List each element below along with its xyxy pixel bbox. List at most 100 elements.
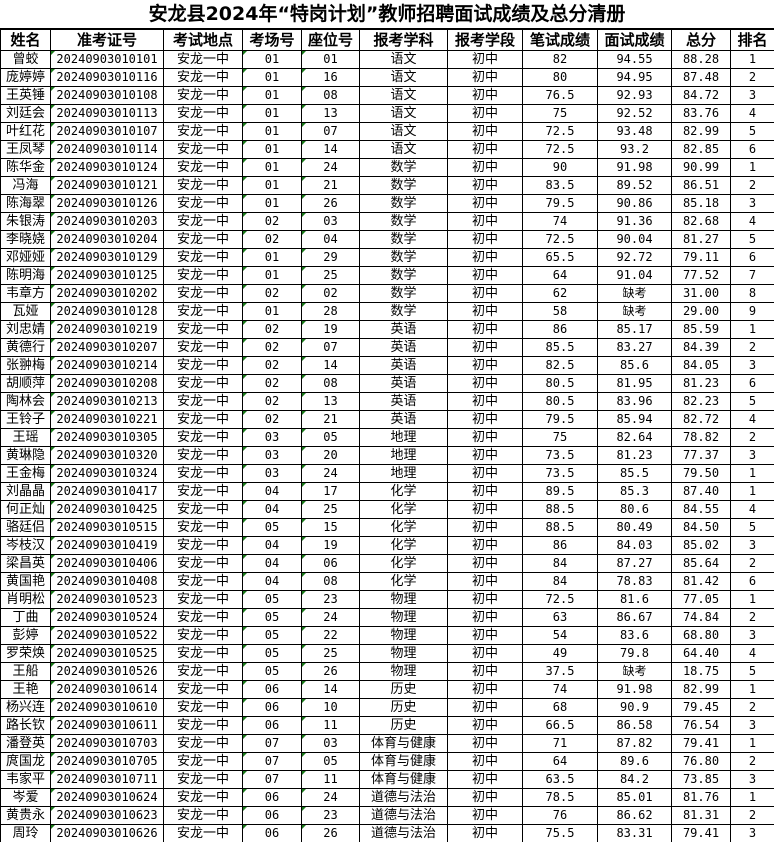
cell-exam-id[interactable]: 20240903010125 [50,266,164,285]
cell-level[interactable]: 初中 [447,392,523,411]
cell-rank[interactable]: 4 [730,644,774,663]
cell-level[interactable]: 初中 [447,230,523,249]
cell-rank[interactable]: 1 [730,158,774,177]
cell-subject[interactable]: 化学 [359,536,448,555]
cell-rank[interactable]: 3 [730,716,774,735]
cell-room[interactable]: 01 [242,86,302,105]
cell-rank[interactable]: 5 [730,662,774,681]
cell-written-score[interactable]: 82 [522,50,598,69]
cell-level[interactable]: 初中 [447,428,523,447]
cell-room[interactable]: 03 [242,464,302,483]
cell-interview-score[interactable]: 78.83 [597,572,672,591]
cell-total-score[interactable]: 84.50 [671,518,731,537]
cell-seat[interactable]: 10 [301,698,360,717]
cell-exam-id[interactable]: 20240903010425 [50,500,164,519]
cell-name[interactable]: 叶红花 [0,122,51,141]
cell-seat[interactable]: 17 [301,482,360,501]
cell-seat[interactable]: 05 [301,752,360,771]
cell-seat[interactable]: 08 [301,572,360,591]
cell-seat[interactable]: 26 [301,824,360,842]
cell-interview-score[interactable]: 85.3 [597,482,672,501]
cell-total-score[interactable]: 82.99 [671,680,731,699]
cell-seat[interactable]: 11 [301,770,360,789]
cell-written-score[interactable]: 64 [522,752,598,771]
cell-location[interactable]: 安龙一中 [163,518,243,537]
cell-name[interactable]: 韦家平 [0,770,51,789]
cell-exam-id[interactable]: 20240903010219 [50,320,164,339]
cell-level[interactable]: 初中 [447,770,523,789]
cell-written-score[interactable]: 54 [522,626,598,645]
cell-written-score[interactable]: 88.5 [522,500,598,519]
cell-level[interactable]: 初中 [447,608,523,627]
cell-total-score[interactable]: 85.59 [671,320,731,339]
cell-exam-id[interactable]: 20240903010114 [50,140,164,159]
cell-total-score[interactable]: 86.51 [671,176,731,195]
cell-location[interactable]: 安龙一中 [163,248,243,267]
cell-exam-id[interactable]: 20240903010523 [50,590,164,609]
cell-interview-score[interactable]: 92.72 [597,248,672,267]
cell-rank[interactable]: 3 [730,86,774,105]
cell-written-score[interactable]: 72.5 [522,122,598,141]
cell-room[interactable]: 05 [242,608,302,627]
cell-rank[interactable]: 1 [730,482,774,501]
cell-total-score[interactable]: 79.45 [671,698,731,717]
cell-interview-score[interactable]: 92.93 [597,86,672,105]
cell-total-score[interactable]: 82.85 [671,140,731,159]
cell-exam-id[interactable]: 20240903010522 [50,626,164,645]
cell-seat[interactable]: 21 [301,410,360,429]
cell-total-score[interactable]: 73.85 [671,770,731,789]
cell-location[interactable]: 安龙一中 [163,230,243,249]
cell-subject[interactable]: 历史 [359,680,448,699]
cell-seat[interactable]: 06 [301,554,360,573]
cell-rank[interactable]: 2 [730,608,774,627]
cell-exam-id[interactable]: 20240903010610 [50,698,164,717]
cell-exam-id[interactable]: 20240903010515 [50,518,164,537]
cell-name[interactable]: 李晓娆 [0,230,51,249]
cell-rank[interactable]: 2 [730,806,774,825]
cell-name[interactable]: 陈明海 [0,266,51,285]
cell-written-score[interactable]: 74 [522,212,598,231]
cell-room[interactable]: 05 [242,590,302,609]
cell-total-score[interactable]: 90.99 [671,158,731,177]
cell-exam-id[interactable]: 20240903010525 [50,644,164,663]
cell-seat[interactable]: 23 [301,590,360,609]
cell-location[interactable]: 安龙一中 [163,104,243,123]
cell-subject[interactable]: 数学 [359,302,448,321]
cell-interview-score[interactable]: 81.6 [597,590,672,609]
cell-exam-id[interactable]: 20240903010126 [50,194,164,213]
cell-written-score[interactable]: 73.5 [522,464,598,483]
cell-interview-score[interactable]: 80.6 [597,500,672,519]
cell-seat[interactable]: 07 [301,338,360,357]
cell-exam-id[interactable]: 20240903010107 [50,122,164,141]
cell-interview-score[interactable]: 85.17 [597,320,672,339]
cell-level[interactable]: 初中 [447,626,523,645]
cell-rank[interactable]: 3 [730,824,774,842]
cell-room[interactable]: 02 [242,320,302,339]
cell-seat[interactable]: 11 [301,716,360,735]
cell-written-score[interactable]: 75.5 [522,824,598,842]
cell-subject[interactable]: 地理 [359,428,448,447]
cell-rank[interactable]: 3 [730,626,774,645]
cell-subject[interactable]: 语文 [359,68,448,87]
cell-seat[interactable]: 26 [301,194,360,213]
cell-location[interactable]: 安龙一中 [163,122,243,141]
cell-seat[interactable]: 15 [301,518,360,537]
cell-name[interactable]: 梁昌英 [0,554,51,573]
cell-rank[interactable]: 2 [730,698,774,717]
cell-room[interactable]: 04 [242,536,302,555]
cell-location[interactable]: 安龙一中 [163,428,243,447]
cell-seat[interactable]: 29 [301,248,360,267]
cell-exam-id[interactable]: 20240903010124 [50,158,164,177]
cell-subject[interactable]: 地理 [359,446,448,465]
cell-location[interactable]: 安龙一中 [163,608,243,627]
cell-rank[interactable]: 3 [730,536,774,555]
cell-subject[interactable]: 数学 [359,248,448,267]
cell-written-score[interactable]: 80 [522,68,598,87]
cell-name[interactable]: 陶林会 [0,392,51,411]
cell-interview-score[interactable]: 83.27 [597,338,672,357]
cell-room[interactable]: 02 [242,230,302,249]
cell-room[interactable]: 01 [242,122,302,141]
cell-name[interactable]: 杨兴连 [0,698,51,717]
cell-name[interactable]: 骆廷侣 [0,518,51,537]
cell-room[interactable]: 01 [242,158,302,177]
